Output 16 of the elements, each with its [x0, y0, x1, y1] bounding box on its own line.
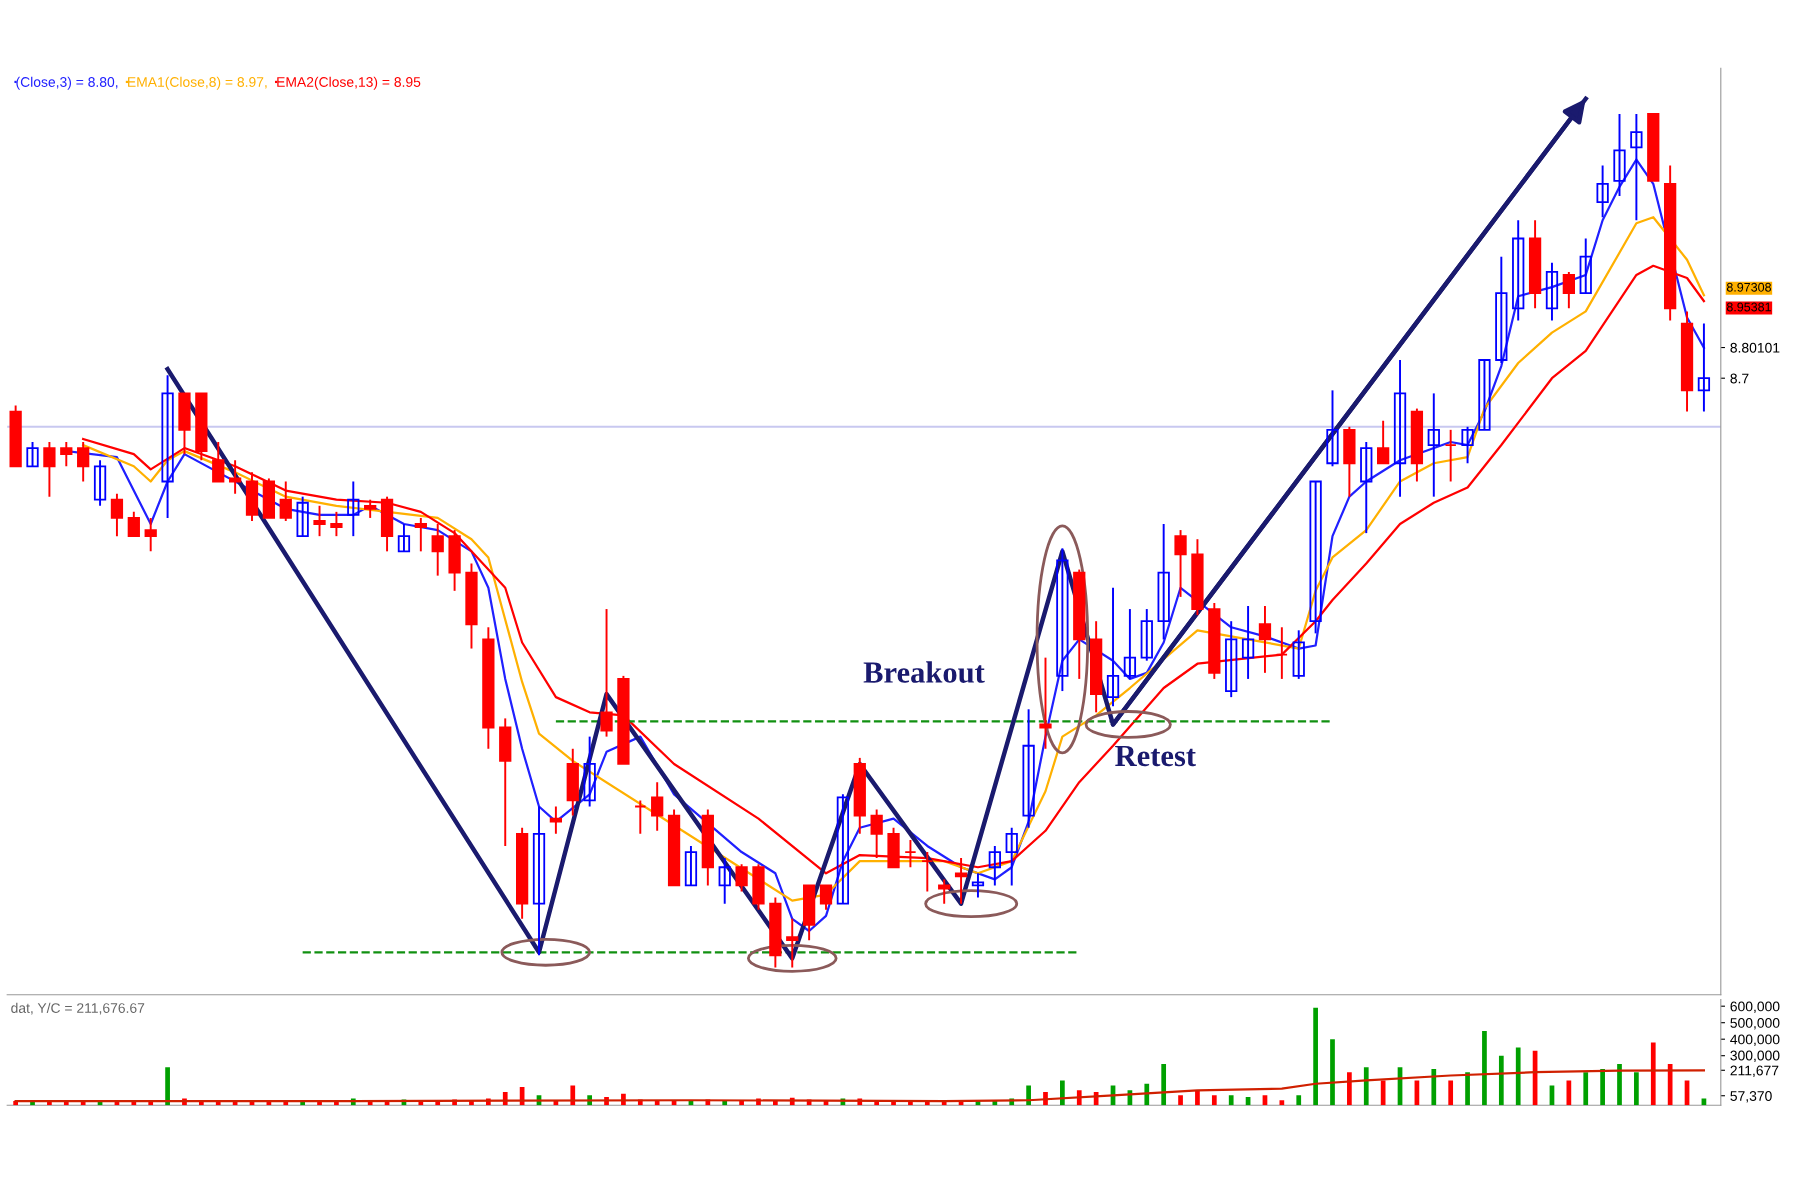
y-tick-label: 300,000 — [1730, 1050, 1780, 1063]
y-tick-label: 8.80101 — [1730, 342, 1780, 353]
y-tick-label: 57,370 — [1730, 1091, 1772, 1103]
legend-label: EMA2(Close,13) = 8.95 — [277, 76, 421, 90]
data-label: 8.95381 — [1726, 302, 1771, 312]
annotation: Retest — [1115, 745, 1196, 767]
legend-label: (Close,3) = 8.80, — [16, 76, 118, 90]
y-tick-label: 600,000 — [1730, 1001, 1780, 1014]
y-tick-label: 400,000 — [1730, 1034, 1780, 1047]
y-tick-label: 8.7 — [1730, 373, 1749, 384]
chart-title: dat, Y/C = 211,676.67 — [11, 1002, 145, 1015]
legend-label: EMA1(Close,8) = 8.97, — [128, 76, 267, 90]
y-tick-label: 211,677 — [1730, 1065, 1779, 1078]
y-tick-label: 500,000 — [1730, 1018, 1780, 1030]
annotation: Breakout — [863, 661, 985, 683]
data-label: 8.97308 — [1726, 282, 1771, 292]
